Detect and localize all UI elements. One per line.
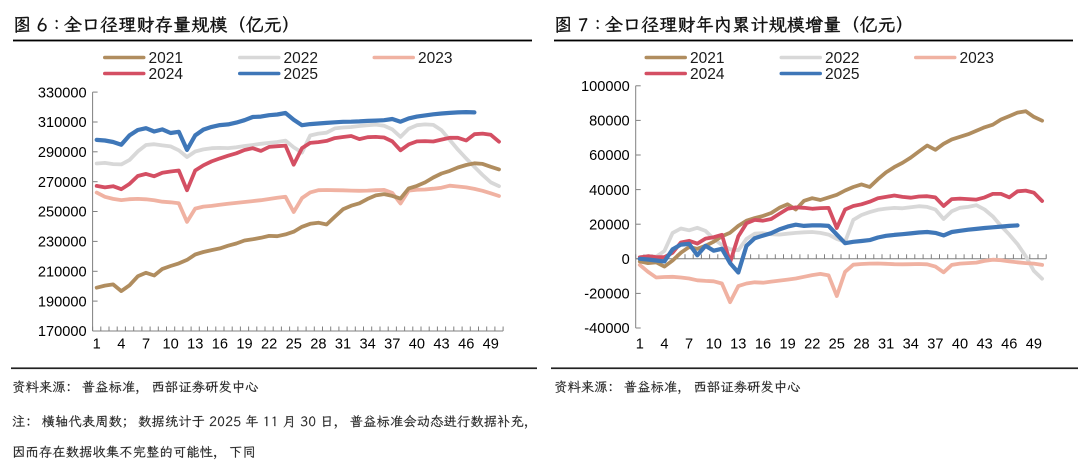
svg-text:28: 28 — [853, 337, 869, 353]
svg-text:20000: 20000 — [589, 217, 630, 233]
svg-text:34: 34 — [359, 337, 375, 353]
svg-text:43: 43 — [976, 337, 992, 353]
svg-text:31: 31 — [878, 337, 894, 353]
svg-text:16: 16 — [755, 337, 771, 353]
svg-text:0: 0 — [622, 252, 630, 268]
svg-text:43: 43 — [433, 337, 449, 353]
svg-text:2023: 2023 — [418, 50, 452, 67]
svg-text:290000: 290000 — [38, 145, 87, 161]
svg-text:13: 13 — [187, 337, 203, 353]
svg-text:1: 1 — [636, 337, 644, 353]
svg-text:46: 46 — [1001, 337, 1017, 353]
svg-text:19: 19 — [779, 337, 795, 353]
svg-text:31: 31 — [335, 337, 351, 353]
svg-text:25: 25 — [286, 337, 302, 353]
svg-text:25: 25 — [829, 337, 845, 353]
svg-text:270000: 270000 — [38, 175, 87, 191]
svg-text:230000: 230000 — [38, 235, 87, 251]
svg-text:22: 22 — [804, 337, 820, 353]
svg-text:-40000: -40000 — [584, 321, 629, 337]
svg-text:28: 28 — [310, 337, 326, 353]
svg-text:10: 10 — [706, 337, 722, 353]
svg-text:37: 37 — [384, 337, 400, 353]
svg-text:16: 16 — [212, 337, 228, 353]
svg-text:2024: 2024 — [149, 66, 184, 83]
svg-text:80000: 80000 — [589, 114, 630, 130]
svg-text:49: 49 — [483, 337, 499, 353]
svg-text:2021: 2021 — [149, 50, 183, 67]
svg-text:13: 13 — [730, 337, 746, 353]
svg-text:2025: 2025 — [284, 66, 318, 83]
svg-text:4: 4 — [117, 337, 125, 353]
svg-text:60000: 60000 — [589, 148, 630, 164]
svg-text:7: 7 — [142, 337, 150, 353]
svg-text:2022: 2022 — [284, 50, 318, 67]
svg-text:190000: 190000 — [38, 294, 87, 310]
svg-text:22: 22 — [261, 337, 277, 353]
svg-text:40000: 40000 — [589, 183, 630, 199]
svg-text:2023: 2023 — [960, 50, 994, 67]
svg-text:2024: 2024 — [690, 66, 725, 83]
svg-text:330000: 330000 — [38, 85, 87, 101]
svg-text:170000: 170000 — [38, 324, 87, 340]
svg-text:46: 46 — [458, 337, 474, 353]
svg-text:250000: 250000 — [38, 205, 87, 221]
svg-text:310000: 310000 — [38, 115, 87, 131]
svg-text:37: 37 — [927, 337, 943, 353]
svg-text:210000: 210000 — [38, 265, 87, 281]
svg-text:7: 7 — [685, 337, 693, 353]
svg-text:4: 4 — [660, 337, 668, 353]
svg-text:34: 34 — [903, 337, 919, 353]
svg-text:40: 40 — [952, 337, 968, 353]
svg-text:10: 10 — [162, 337, 178, 353]
svg-text:19: 19 — [236, 337, 252, 353]
svg-text:2021: 2021 — [690, 50, 724, 67]
svg-text:2022: 2022 — [825, 50, 859, 67]
svg-text:1: 1 — [93, 337, 101, 353]
svg-text:2025: 2025 — [825, 66, 859, 83]
svg-text:40: 40 — [409, 337, 425, 353]
svg-text:-20000: -20000 — [584, 287, 629, 303]
svg-text:100000: 100000 — [581, 79, 630, 95]
svg-text:49: 49 — [1026, 337, 1042, 353]
